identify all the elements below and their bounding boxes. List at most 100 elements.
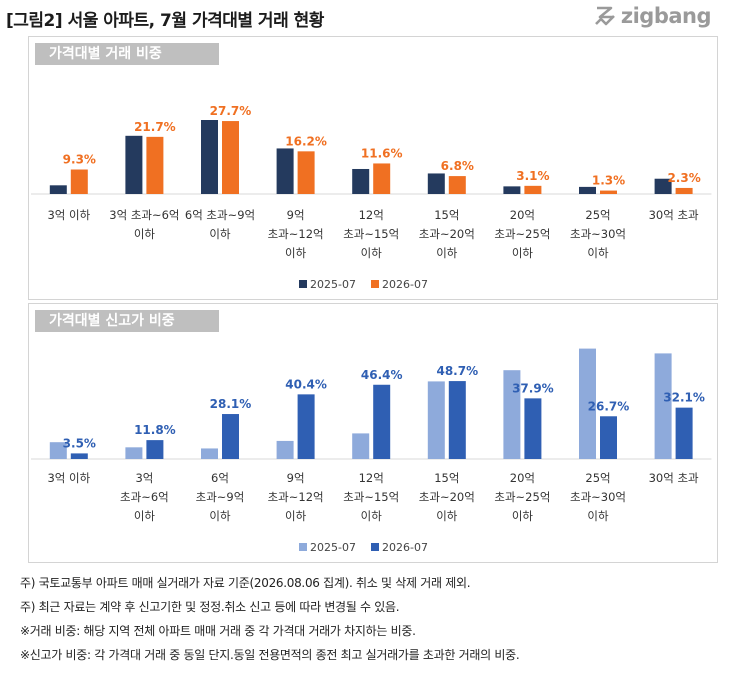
trade-share-category-label-3: 6억 초과~9억 xyxy=(185,208,255,222)
trade-share-data-label-7: 3.1% xyxy=(516,169,549,183)
record-high-category-label-3: 초과~9억 xyxy=(196,490,245,504)
record-high-data-label-6: 48.7% xyxy=(436,364,478,378)
record-high-legend-label-2: 2026-07 xyxy=(382,541,428,554)
record-high-data-label-5: 46.4% xyxy=(361,368,403,382)
record-high-category-label-7: 초과~25억 xyxy=(494,490,550,504)
trade-share-data-label-5: 11.6% xyxy=(361,146,403,160)
record-high-category-label-8: 초과~30억 xyxy=(570,490,626,504)
record-high-bar-2025-07-9 xyxy=(654,353,672,459)
trade-share-data-label-2: 21.7% xyxy=(134,120,176,134)
record-high-bar-2026-07-5 xyxy=(373,384,391,459)
trade-share-category-label-6: 초과~20억 xyxy=(419,227,475,241)
trade-share-category-label-1: 3억 이하 xyxy=(47,208,90,222)
trade-share-bar-2025-07-8 xyxy=(579,186,596,194)
record-high-category-label-6: 초과~20억 xyxy=(419,490,475,504)
record-high-bar-2025-07-5 xyxy=(352,433,370,459)
record-high-category-label-9: 30억 초과 xyxy=(649,471,699,485)
record-high-bar-2026-07-6 xyxy=(448,381,466,459)
trade-share-category-label-9: 30억 초과 xyxy=(649,208,699,222)
trade-share-bar-2026-07-6 xyxy=(448,176,466,194)
trade-share-bar-2026-07-4 xyxy=(297,151,315,194)
trade-share-bar-2026-07-9 xyxy=(675,187,693,194)
record-high-category-label-1: 3억 이하 xyxy=(47,471,90,485)
record-high-bar-2026-07-1 xyxy=(70,453,88,459)
record-high-category-label-4: 초과~12억 xyxy=(268,490,324,504)
record-high-bar-2025-07-6 xyxy=(427,381,445,459)
trade-share-bar-2025-07-6 xyxy=(427,173,445,194)
trade-share-bar-2026-07-3 xyxy=(222,121,239,194)
record-high-legend-swatch-1 xyxy=(299,543,307,551)
record-high-bar-2026-07-9 xyxy=(675,407,693,459)
zigbang-logo-text: zigbang xyxy=(620,4,712,28)
trade-share-category-label-5: 12억 xyxy=(359,208,384,222)
page-title: [그림2] 서울 아파트, 7월 가격대별 거래 현황 xyxy=(6,11,324,31)
trade-share-category-label-6: 15억 xyxy=(434,208,459,222)
record-high-category-label-2: 이하 xyxy=(134,509,156,523)
record-high-bar-2026-07-4 xyxy=(297,394,315,459)
trade-share-bar-2026-07-2 xyxy=(146,136,164,194)
record-high-category-label-8: 25억 xyxy=(585,471,610,485)
record-high-bar-2026-07-3 xyxy=(222,414,239,459)
note-source: 주) 국토교통부 아파트 매매 실거래가 자료 기준(2026.08.06 집계… xyxy=(20,576,471,590)
zigbang-logo: zigbang xyxy=(593,2,712,30)
record-high-data-label-1: 3.5% xyxy=(63,436,96,450)
record-high-panel: 가격대별 신고가 비중 3.5% 3억 이하 11.8% 3억 초과~6억 이하 28.1%… xyxy=(28,303,718,563)
record-high-category-label-4: 9억 xyxy=(287,471,305,485)
record-high-category-label-6: 이하 xyxy=(436,509,458,523)
record-high-bar-2025-07-3 xyxy=(201,448,218,459)
record-high-category-label-5: 이하 xyxy=(361,509,383,523)
record-high-legend-swatch-2 xyxy=(371,543,379,551)
trade-share-bar-2025-07-7 xyxy=(503,186,521,194)
trade-share-data-label-1: 9.3% xyxy=(63,153,96,167)
record-high-data-label-3: 28.1% xyxy=(210,397,252,411)
trade-share-title: 가격대별 거래 비중 xyxy=(35,43,219,65)
trade-share-category-label-3: 이하 xyxy=(209,227,231,241)
record-high-legend-label-1: 2025-07 xyxy=(310,541,356,554)
record-high-bar-2025-07-2 xyxy=(125,447,143,459)
trade-share-data-label-3: 27.7% xyxy=(210,104,252,118)
record-high-category-label-4: 이하 xyxy=(285,509,307,523)
record-high-data-label-7: 37.9% xyxy=(512,381,554,395)
note-trade-share-definition: ※거래 비중: 해당 지역 전체 아파트 매매 거래 중 각 가격대 거래가 차… xyxy=(20,624,416,638)
trade-share-bar-2026-07-1 xyxy=(70,169,88,194)
record-high-category-label-3: 이하 xyxy=(209,509,231,523)
trade-share-category-label-8: 이하 xyxy=(587,246,609,260)
zigbang-logo-icon xyxy=(594,6,615,26)
trade-share-bar-2025-07-9 xyxy=(654,178,672,194)
trade-share-legend-label-1: 2025-07 xyxy=(310,278,356,291)
trade-share-data-label-4: 16.2% xyxy=(285,134,327,148)
record-high-bar-2025-07-7 xyxy=(503,370,521,459)
trade-share-category-label-5: 이하 xyxy=(361,246,383,260)
trade-share-category-label-8: 25억 xyxy=(585,208,610,222)
record-high-category-label-7: 이하 xyxy=(512,509,534,523)
record-high-bar-2026-07-8 xyxy=(600,416,617,459)
note-revision: 주) 최근 자료는 계약 후 신고기한 및 정정.취소 신고 등에 따라 변경될… xyxy=(20,600,400,614)
trade-share-category-label-4: 9억 xyxy=(287,208,305,222)
record-high-category-label-8: 이하 xyxy=(587,509,609,523)
record-high-data-label-2: 11.8% xyxy=(134,423,176,437)
record-high-category-label-7: 20억 xyxy=(510,471,535,485)
record-high-category-label-5: 12억 xyxy=(359,471,384,485)
trade-share-category-label-6: 이하 xyxy=(436,246,458,260)
trade-share-category-label-2: 이하 xyxy=(134,227,156,241)
trade-share-category-label-5: 초과~15억 xyxy=(343,227,399,241)
record-high-category-label-6: 15억 xyxy=(434,471,459,485)
record-high-bar-2026-07-2 xyxy=(146,440,164,459)
trade-share-category-label-7: 이하 xyxy=(512,246,534,260)
note-record-high-definition: ※신고가 비중: 각 가격대 거래 중 동일 단지.동일 전용면적의 종전 최고… xyxy=(20,648,520,662)
trade-share-legend-label-2: 2026-07 xyxy=(382,278,428,291)
record-high-data-label-8: 26.7% xyxy=(588,399,630,413)
trade-share-legend-swatch-1 xyxy=(299,280,307,288)
trade-share-data-label-9: 2.3% xyxy=(667,171,700,185)
trade-share-data-label-6: 6.8% xyxy=(441,159,474,173)
trade-share-legend-swatch-2 xyxy=(371,280,379,288)
trade-share-category-label-4: 이하 xyxy=(285,246,307,260)
record-high-title: 가격대별 신고가 비중 xyxy=(35,310,219,332)
record-high-bar-2025-07-8 xyxy=(579,348,596,459)
trade-share-category-label-8: 초과~30억 xyxy=(570,227,626,241)
trade-share-bar-2025-07-5 xyxy=(352,168,370,194)
trade-share-bar-2026-07-7 xyxy=(524,185,542,194)
trade-share-category-label-7: 초과~25억 xyxy=(494,227,550,241)
